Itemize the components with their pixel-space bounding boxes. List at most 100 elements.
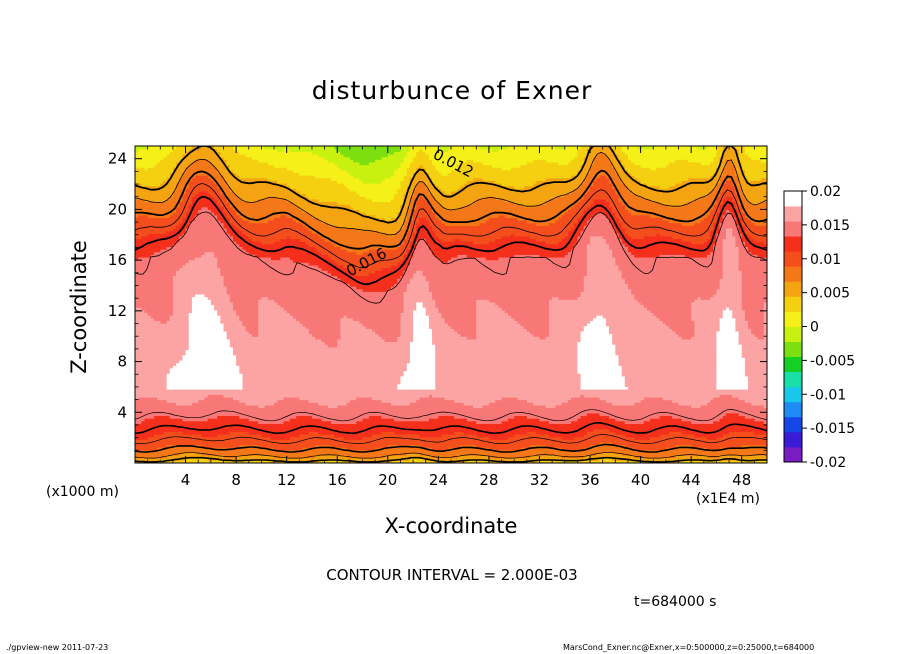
field-cell: [656, 233, 661, 237]
field-cell: [432, 251, 569, 255]
field-cell: [191, 296, 209, 300]
field-cell: [188, 344, 231, 348]
field-cell: [583, 288, 632, 292]
field-cell: [586, 431, 616, 435]
field-cell: [343, 182, 402, 187]
field-cell: [220, 188, 231, 192]
y-tick-label: 8: [117, 353, 127, 371]
field-cell: [302, 322, 341, 327]
field-cell: [296, 188, 351, 192]
field-cell: [577, 153, 588, 158]
field-cell: [340, 330, 376, 335]
field-cell: [741, 296, 767, 300]
field-cell: [400, 182, 411, 187]
field-cell: [476, 198, 506, 203]
field-cell: [498, 214, 506, 218]
field-cell: [226, 336, 316, 340]
x-tick-label: 16: [328, 471, 347, 489]
field-cell: [466, 254, 515, 258]
field-cell: [691, 404, 702, 409]
field-cell: [691, 241, 705, 245]
field-cell: [580, 233, 620, 237]
field-cell: [716, 359, 746, 364]
field-cell: [195, 193, 212, 197]
colorbar-swatch: [784, 266, 802, 282]
y-tick-label: 4: [117, 403, 127, 421]
field-cell: [738, 254, 759, 258]
field-cell: [147, 214, 171, 218]
field-cell: [135, 296, 174, 300]
field-cell: [172, 312, 190, 316]
field-cell: [258, 159, 329, 163]
field-cell: [748, 381, 767, 385]
field-cell: [463, 460, 493, 463]
colorbar-swatch: [784, 401, 802, 418]
field-cell: [618, 354, 718, 358]
field-cell: [397, 278, 411, 282]
field-cell: [691, 307, 727, 311]
field-cell: [744, 227, 767, 232]
field-cell: [198, 190, 209, 195]
field-cell: [188, 209, 199, 213]
field-cell: [548, 328, 585, 332]
field-cell: [308, 212, 367, 216]
field-cell: [435, 304, 477, 308]
field-cell: [239, 151, 313, 155]
field-cell: [504, 214, 563, 218]
field-cell: [185, 190, 199, 195]
field-cell: [416, 222, 430, 226]
field-cell: [609, 325, 670, 329]
field-cell: [400, 185, 408, 189]
field-cell: [722, 267, 740, 271]
field-cell: [618, 233, 629, 237]
field-cell: [577, 370, 623, 374]
field-cell: [735, 146, 746, 150]
field-cell: [650, 167, 657, 171]
field-cell: [226, 182, 288, 187]
field-cell: [419, 219, 430, 224]
field-cell: [229, 299, 259, 303]
colorbar-tick-label: -0.01: [810, 387, 846, 403]
field-cell: [435, 299, 477, 303]
field-cell: [716, 378, 749, 382]
field-cell: [454, 238, 462, 242]
field-cell: [691, 444, 743, 448]
field-cell: [185, 230, 228, 234]
field-cell: [147, 146, 177, 150]
field-cell: [138, 148, 174, 152]
field-cell: [457, 330, 477, 335]
field-cell: [214, 251, 250, 255]
field-cell: [239, 315, 259, 319]
field-cell: [277, 301, 405, 306]
field-cell: [226, 330, 250, 335]
field-cell: [735, 243, 746, 247]
field-cell: [349, 204, 402, 208]
field-cell: [706, 214, 718, 218]
field-cell: [135, 254, 152, 258]
field-cell: [609, 428, 767, 432]
field-cell: [719, 283, 743, 287]
field-cell: [545, 404, 556, 409]
field-cell: [198, 399, 240, 403]
field-cell: [722, 275, 743, 279]
field-cell: [166, 373, 244, 377]
field-cell: [520, 164, 582, 168]
field-cell: [627, 209, 711, 213]
field-cell: [232, 206, 300, 210]
field-cell: [340, 278, 398, 282]
field-cell: [394, 418, 430, 422]
field-cell: [419, 164, 424, 168]
x-axis-label: X-coordinate: [384, 514, 518, 538]
field-cell: [593, 180, 610, 184]
field-cell: [435, 370, 578, 374]
field-cell: [567, 233, 582, 237]
field-cell: [141, 182, 161, 187]
x-unit-note: (x1000 m): [46, 484, 119, 500]
field-cell: [492, 148, 499, 152]
field-cell: [248, 219, 269, 224]
field-cell: [135, 167, 146, 171]
field-cell: [650, 418, 683, 422]
field-cell: [624, 278, 721, 282]
field-cell: [751, 235, 767, 240]
field-cell: [416, 182, 427, 187]
